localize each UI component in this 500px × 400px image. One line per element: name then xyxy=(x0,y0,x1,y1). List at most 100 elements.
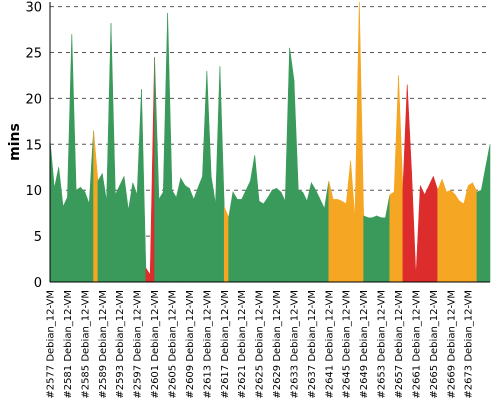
x-tick-label: #2657 Debian_12-VM xyxy=(394,290,405,399)
area-segment-57 xyxy=(298,189,303,283)
area-segment-84 xyxy=(415,185,421,283)
area-segment-92 xyxy=(450,189,456,283)
y-tick-labels: 0 5 10 15 20 25 30 xyxy=(25,1,42,291)
area-segment-33 xyxy=(193,187,199,283)
x-tick-label: #2589 Debian_12-VM xyxy=(98,290,109,399)
area-segment-25 xyxy=(158,190,164,283)
area-segment-83 xyxy=(411,171,417,283)
area-segment-5 xyxy=(71,34,77,283)
area-segment-90 xyxy=(441,179,447,283)
area-segment-9 xyxy=(88,130,94,283)
area-segment-38 xyxy=(215,66,221,283)
x-tick-labels: #2577 Debian_12-VM #2581 Debian_12-VM #258… xyxy=(46,290,475,399)
area-segment-94 xyxy=(459,200,465,283)
area-segment-54 xyxy=(284,47,290,283)
area-segment-8 xyxy=(84,191,90,283)
area-segment-4 xyxy=(67,34,73,283)
area-segment-80 xyxy=(398,75,404,283)
area-segment-77 xyxy=(385,194,391,283)
area-segment-15 xyxy=(115,185,121,283)
x-tick-label: #2633 Debian_12-VM xyxy=(289,290,300,399)
area-segment-55 xyxy=(289,47,295,283)
area-segment-89 xyxy=(437,179,443,283)
area-segment-23 xyxy=(149,57,155,283)
area-segment-49 xyxy=(263,196,269,283)
area-segment-7 xyxy=(80,186,86,283)
area-segment-22 xyxy=(145,267,151,283)
y-tick-label: 10 xyxy=(25,184,42,199)
y-tick-label: 15 xyxy=(25,138,42,153)
area-segment-61 xyxy=(315,190,321,283)
area-segment-95 xyxy=(463,185,469,283)
area-segment-76 xyxy=(380,217,386,283)
area-segment-58 xyxy=(302,191,308,283)
area-segment-97 xyxy=(472,182,478,283)
x-tick-label: #2629 Debian_12-VM xyxy=(272,290,283,399)
x-tick-label: #2641 Debian_12-VM xyxy=(324,290,335,399)
y-axis-label: mins xyxy=(7,123,23,161)
x-tick-label: #2637 Debian_12-VM xyxy=(307,290,318,399)
area-segment-34 xyxy=(197,176,203,283)
area-segment-27 xyxy=(167,13,173,283)
area-segment-0 xyxy=(49,139,55,283)
x-tick-label: #2605 Debian_12-VM xyxy=(167,290,178,399)
area-segment-78 xyxy=(389,191,395,283)
area-segment-29 xyxy=(176,178,181,283)
area-segment-12 xyxy=(101,173,107,283)
area-segment-100 xyxy=(485,144,491,283)
area-segment-68 xyxy=(345,160,351,283)
area-segment-14 xyxy=(110,23,116,283)
duration-area xyxy=(49,1,491,283)
area-segment-91 xyxy=(446,189,452,283)
area-segment-99 xyxy=(480,167,486,283)
area-segment-2 xyxy=(58,167,64,283)
x-tick-label: #2585 Debian_12-VM xyxy=(80,290,91,399)
area-segment-69 xyxy=(350,160,356,283)
area-segment-56 xyxy=(293,80,299,283)
x-tick-label: #2617 Debian_12-VM xyxy=(220,290,231,399)
area-segment-81 xyxy=(402,84,408,283)
area-segment-86 xyxy=(424,185,430,283)
x-tick-label: #2661 Debian_12-VM xyxy=(411,290,422,399)
area-segment-67 xyxy=(341,200,347,283)
area-segment-19 xyxy=(132,182,138,283)
area-segment-24 xyxy=(154,57,160,283)
area-segment-41 xyxy=(228,191,234,283)
area-segment-46 xyxy=(250,155,256,283)
x-tick-label: #2597 Debian_12-VM xyxy=(133,290,144,399)
area-segment-71 xyxy=(359,1,364,283)
area-segment-20 xyxy=(136,89,142,283)
area-segment-50 xyxy=(267,189,273,283)
axes xyxy=(49,2,490,283)
area-segment-42 xyxy=(232,190,238,283)
x-tick-label: #2577 Debian_12-VM xyxy=(46,290,57,399)
area-segment-70 xyxy=(354,1,360,283)
x-tick-label: #2649 Debian_12-VM xyxy=(359,290,370,399)
area-segment-31 xyxy=(184,185,190,283)
x-tick-label: #2645 Debian_12-VM xyxy=(342,290,353,399)
area-segment-37 xyxy=(210,176,216,283)
area-segment-3 xyxy=(62,197,68,283)
area-segment-40 xyxy=(223,206,229,283)
area-segment-88 xyxy=(433,176,439,283)
y-tick-label: 5 xyxy=(34,230,42,245)
area-segment-52 xyxy=(276,187,282,283)
area-segment-51 xyxy=(271,187,277,283)
x-tick-label: #2581 Debian_12-VM xyxy=(63,290,74,399)
y-tick-label: 20 xyxy=(25,92,42,107)
area-segment-65 xyxy=(332,199,338,283)
x-tick-label: #2653 Debian_12-VM xyxy=(377,290,388,399)
area-segment-85 xyxy=(419,185,425,283)
area-segment-35 xyxy=(202,70,208,283)
area-segment-17 xyxy=(123,176,129,283)
area-segment-48 xyxy=(258,200,264,283)
x-tick-label: #2669 Debian_12-VM xyxy=(446,290,457,399)
area-segment-1 xyxy=(54,167,60,283)
y-tick-label: 25 xyxy=(25,46,42,61)
area-segment-82 xyxy=(406,84,412,283)
x-tick-label: #2609 Debian_12-VM xyxy=(185,290,196,399)
y-tick-label: 0 xyxy=(34,276,42,291)
area-segment-45 xyxy=(245,180,251,283)
area-segment-6 xyxy=(75,186,81,283)
